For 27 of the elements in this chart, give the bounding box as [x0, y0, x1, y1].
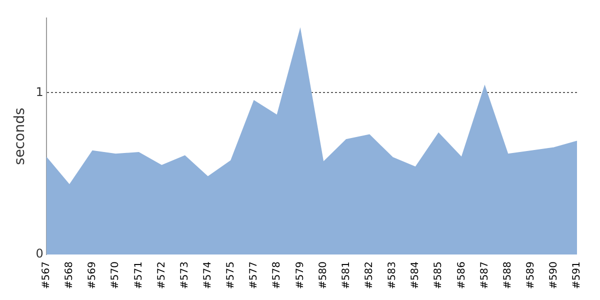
- x-tick-label: #585: [433, 262, 444, 290]
- x-tick-label: #578: [272, 262, 283, 290]
- y-tick-label: 1: [36, 84, 44, 99]
- x-tick-label: #588: [502, 262, 514, 290]
- x-tick-label: #572: [156, 262, 168, 290]
- x-tick-label: #589: [525, 262, 536, 290]
- x-tick-label: #579: [294, 262, 306, 290]
- x-tick-label: #569: [87, 262, 98, 290]
- x-tick-label: #581: [340, 262, 352, 290]
- x-tick-label: #571: [133, 262, 144, 290]
- x-tick-label: #573: [179, 262, 190, 290]
- y-tick-label: 0: [36, 246, 44, 261]
- x-tick-label: #580: [318, 262, 329, 290]
- x-tick-label: #590: [548, 262, 560, 290]
- x-tick-label: #586: [456, 262, 468, 290]
- x-tick-label: #568: [64, 262, 76, 290]
- x-tick-label: #582: [364, 262, 375, 290]
- x-tick-label: #570: [110, 262, 122, 290]
- x-tick-label: #567: [41, 262, 52, 290]
- y-axis-title: seconds: [12, 108, 28, 165]
- x-tick-label: #584: [410, 262, 422, 290]
- x-tick-label: #574: [202, 262, 214, 290]
- x-tick-label: #575: [226, 262, 237, 290]
- x-tick-label: #583: [387, 262, 398, 290]
- x-tick-label: #577: [248, 262, 260, 290]
- x-tick-label: #587: [479, 262, 490, 290]
- x-tick-label: #591: [572, 262, 583, 290]
